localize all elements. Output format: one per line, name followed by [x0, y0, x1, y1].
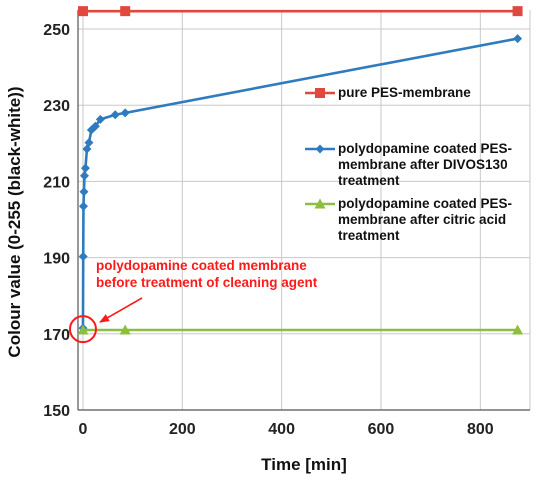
annotation-text: polydopamine coated membrane [96, 258, 307, 273]
tick-labels: 150 170 190 210 230 250 0 200 400 600 800 [43, 22, 493, 438]
legend-item-1: pure PES-membrane [305, 85, 471, 100]
axes [77, 10, 530, 411]
data-point [513, 34, 523, 44]
y-tick-label: 210 [43, 174, 70, 191]
legend-label: pure PES-membrane [338, 85, 471, 100]
x-tick-label: 800 [467, 421, 494, 438]
data-point [79, 187, 89, 197]
series-3 [77, 324, 524, 335]
x-tick-label: 600 [368, 421, 395, 438]
y-tick-label: 150 [43, 403, 70, 420]
legend-swatch-marker [314, 198, 326, 209]
series-1 [77, 6, 523, 17]
x-tick-label: 0 [79, 421, 88, 438]
y-axis-title: Colour value (0-255 (black-white)) [5, 86, 24, 357]
data-point [77, 324, 89, 335]
series [77, 6, 524, 335]
data-point [84, 138, 94, 148]
legend-label: membrane after DIVOS130 [338, 157, 508, 172]
x-tick-label: 200 [169, 421, 196, 438]
data-point [80, 163, 90, 173]
data-point [119, 324, 131, 335]
annotation: polydopamine coated membrane before treat… [68, 258, 318, 344]
data-point [110, 110, 120, 120]
data-point [78, 251, 88, 261]
legend: pure PES-membrane polydopamine coated PES… [305, 85, 512, 243]
legend-swatch-marker [315, 144, 325, 154]
legend-label: polydopamine coated PES- [338, 196, 512, 211]
grid [78, 10, 531, 411]
data-point [78, 201, 88, 211]
series-2 [78, 34, 523, 333]
legend-label: membrane after citric acid [338, 212, 506, 227]
data-point [79, 171, 89, 181]
legend-label: polydopamine coated PES- [338, 141, 512, 156]
legend-item-2: polydopamine coated PES-membrane after D… [305, 141, 512, 188]
annotation-arrow [99, 297, 143, 323]
legend-label: treatment [338, 228, 400, 243]
data-point [120, 108, 130, 118]
y-tick-label: 250 [43, 22, 70, 39]
data-point [77, 6, 88, 17]
legend-item-3: polydopamine coated PES-membrane after c… [305, 196, 512, 243]
data-point [90, 121, 100, 131]
y-tick-label: 230 [43, 98, 70, 115]
data-point [512, 324, 524, 335]
x-tick-label: 400 [268, 421, 295, 438]
y-tick-label: 170 [43, 327, 70, 344]
data-point [120, 6, 131, 17]
data-point [512, 6, 523, 17]
data-point [95, 114, 105, 124]
annotation-circle [68, 315, 97, 344]
legend-swatch-marker [315, 88, 325, 98]
annotation-text: before treatment of cleaning agent [96, 275, 318, 290]
x-axis-title: Time [min] [261, 455, 347, 474]
y-tick-label: 190 [43, 251, 70, 268]
legend-label: treatment [338, 173, 400, 188]
